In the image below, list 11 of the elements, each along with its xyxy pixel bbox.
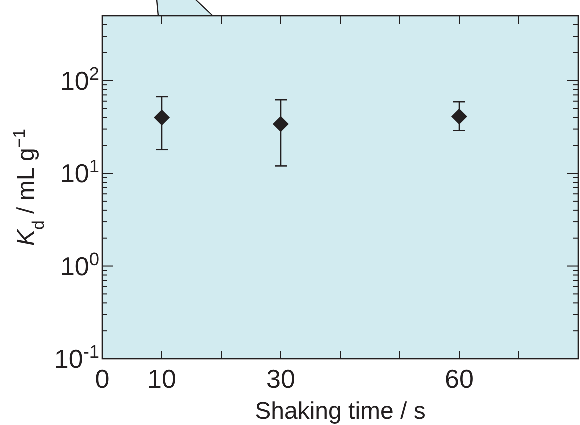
x-tick-label: 60 [445, 364, 474, 394]
y-tick-label: 10$^{2}$ [60, 64, 100, 96]
x-tick-label: 10 [148, 364, 176, 394]
point [154, 110, 170, 126]
point [452, 108, 468, 125]
x-axis-title: Shaking time / s [255, 398, 426, 425]
x-tick-label: 0 [95, 364, 110, 394]
y-tick-label: 10$^{0}$ [60, 249, 100, 282]
x-tick-label: 30 [266, 364, 296, 394]
y-tick-label: 10$^{1}$ [60, 156, 100, 189]
point [273, 116, 289, 132]
